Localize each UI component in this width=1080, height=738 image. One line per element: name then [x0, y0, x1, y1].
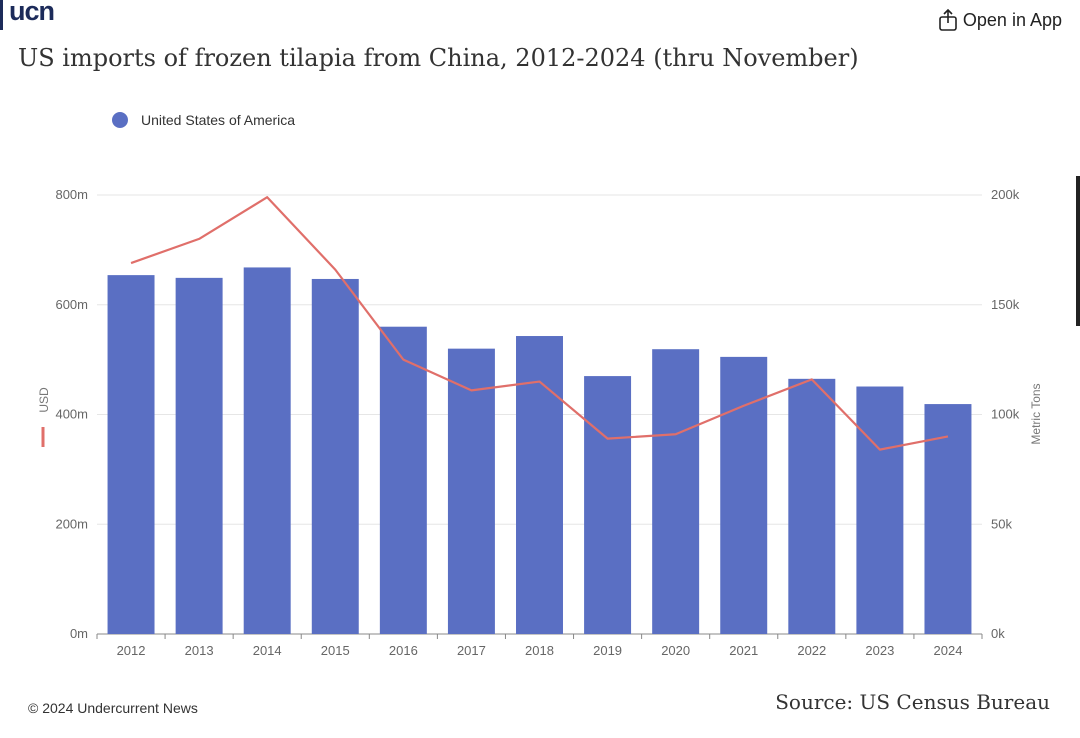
- x-tick-label: 2015: [321, 643, 350, 658]
- bar: [652, 349, 700, 634]
- bar: [447, 348, 495, 634]
- right-tick-label: 0k: [991, 626, 1005, 641]
- bar: [924, 404, 972, 634]
- x-tick-label: 2016: [389, 643, 418, 658]
- right-tick-label: 100k: [991, 407, 1020, 422]
- share-icon: [939, 8, 957, 31]
- bar: [311, 278, 359, 634]
- x-tick-label: 2022: [797, 643, 826, 658]
- x-tick-label: 2018: [525, 643, 554, 658]
- x-tick-label: 2023: [865, 643, 894, 658]
- bar: [788, 378, 836, 634]
- x-tick-label: 2019: [593, 643, 622, 658]
- left-tick-label: 0m: [70, 626, 88, 641]
- right-axis-title: Metric Tons: [1029, 383, 1043, 444]
- left-axis-title: USD: [37, 387, 51, 413]
- logo-text: ucn: [9, 0, 55, 26]
- bar: [516, 336, 563, 634]
- right-tick-label: 200k: [991, 187, 1020, 202]
- left-tick-label: 200m: [55, 516, 88, 531]
- scrollbar[interactable]: [1076, 176, 1080, 326]
- metric-tons-line: [130, 196, 949, 451]
- left-tick-label: 800m: [55, 187, 88, 202]
- x-tick-label: 2013: [185, 643, 214, 658]
- open-in-app-button[interactable]: Open in App: [937, 8, 1062, 32]
- bar: [720, 356, 768, 634]
- source-note: Source: US Census Bureau: [775, 690, 1050, 714]
- copyright: © 2024 Undercurrent News: [28, 700, 198, 716]
- left-tick-label: 400m: [55, 407, 88, 422]
- bar: [107, 275, 155, 634]
- ucn-logo: ucn: [0, 0, 55, 34]
- right-tick-label: 50k: [991, 516, 1012, 531]
- x-tick-label: 2014: [253, 643, 282, 658]
- legend-item[interactable]: United States of America: [112, 112, 295, 128]
- x-tick-label: 2024: [934, 643, 963, 658]
- bar: [175, 277, 223, 634]
- bar: [243, 267, 291, 634]
- left-tick-label: 600m: [55, 297, 88, 312]
- open-in-app-label: Open in App: [962, 9, 1062, 30]
- x-tick-label: 2020: [661, 643, 690, 658]
- x-tick-label: 2012: [117, 643, 146, 658]
- x-tick-label: 2017: [457, 643, 486, 658]
- logo-bar: [0, 0, 3, 30]
- legend-label: United States of America: [141, 112, 296, 128]
- bar: [379, 326, 427, 634]
- bar: [856, 386, 904, 634]
- legend-dot: [112, 112, 128, 128]
- bar: [584, 376, 632, 634]
- chart-title: US imports of frozen tilapia from China,…: [18, 44, 859, 72]
- right-tick-label: 150k: [991, 297, 1020, 312]
- x-tick-label: 2021: [729, 643, 758, 658]
